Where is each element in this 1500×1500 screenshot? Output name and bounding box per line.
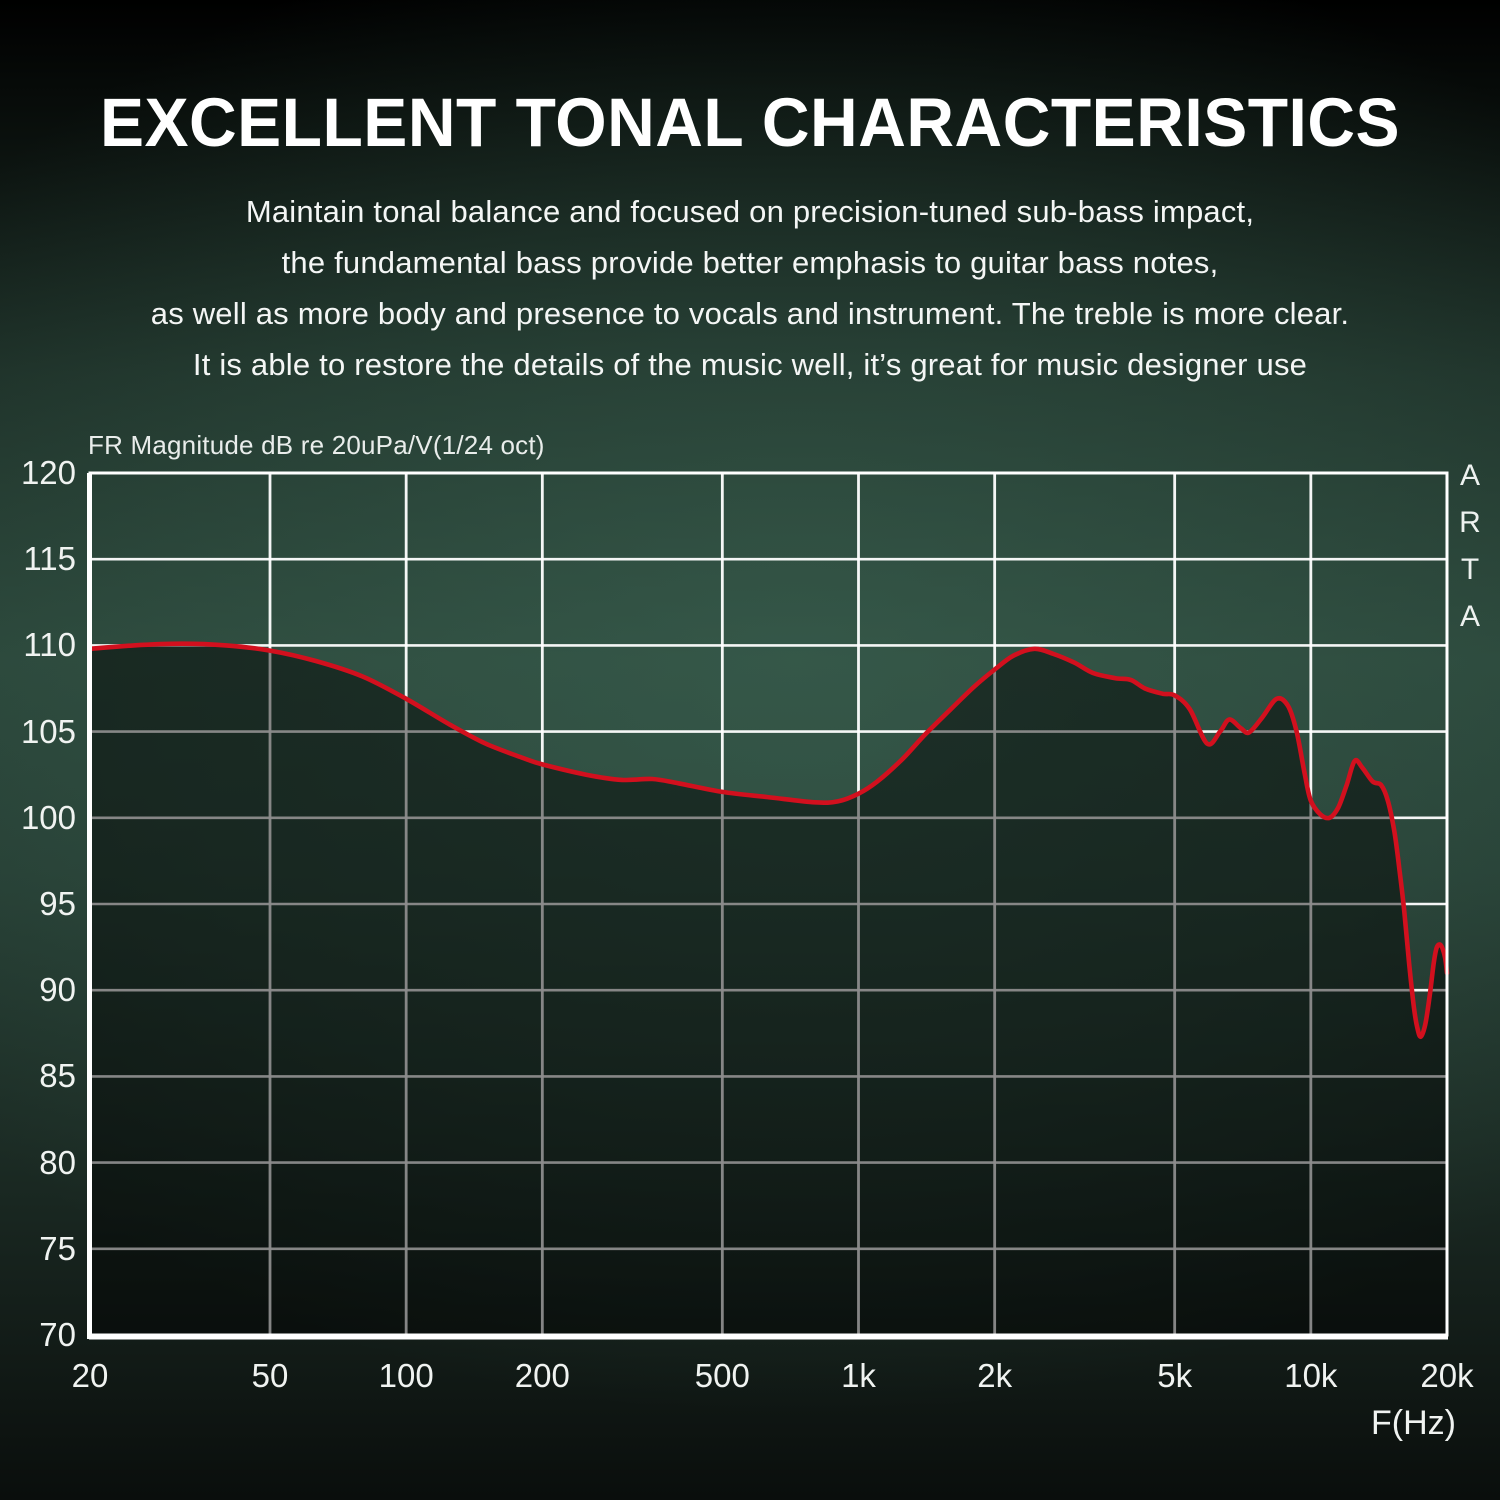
x-tick-label-20k: 20k [1420,1357,1474,1394]
arta-letter: R [1459,506,1481,539]
subtitle-line: the fundamental bass provide better emph… [281,245,1219,280]
header-block: EXCELLENT TONAL CHARACTERISTICS Maintain… [0,84,1500,390]
x-tick-label-100: 100 [378,1357,434,1394]
subtitle-line: Maintain tonal balance and focused on pr… [245,194,1255,229]
y-tick-label-85: 85 [39,1057,76,1095]
subtitle-block: Maintain tonal balance and focused on pr… [0,186,1500,390]
y-tick-label-100: 100 [20,798,76,836]
x-tick-label-500: 500 [694,1357,750,1394]
x-tick-label-20: 20 [71,1357,109,1394]
x-tick-label-1k: 1k [841,1357,876,1394]
arta-letter: T [1460,553,1480,586]
y-tick-label-120: 120 [20,454,76,491]
x-tick-label-2k: 2k [977,1357,1013,1394]
arta-letter: A [1459,459,1480,492]
y-tick-label-105: 105 [20,712,76,750]
y-tick-label-80: 80 [39,1143,76,1181]
chart-measurement-label: FR Magnitude dB re 20uPa/V(1/24 oct) [88,430,545,460]
x-axis-unit-label: F(Hz) [1371,1404,1456,1442]
under-curve-fill [90,643,1447,1335]
y-tick-label-75: 75 [39,1229,76,1267]
response-curve [87,641,1450,1040]
y-tick-label-115: 115 [23,540,76,578]
x-tick-label-200: 200 [514,1357,570,1394]
subtitle-line: It is able to restore the details of the… [192,347,1308,382]
x-tick-label-50: 50 [251,1357,289,1394]
x-tick-label-10k: 10k [1284,1357,1338,1394]
y-tick-label-70: 70 [39,1316,76,1353]
arta-letter: A [1459,600,1480,633]
x-tick-label-5k: 5k [1157,1357,1193,1394]
y-tick-label-95: 95 [39,885,76,922]
y-tick-label-110: 110 [23,626,76,664]
subtitle-line: as well as more body and presence to voc… [150,296,1350,331]
y-tick-label-90: 90 [39,971,76,1009]
page-title: EXCELLENT TONAL CHARACTERISTICS [99,83,1401,161]
